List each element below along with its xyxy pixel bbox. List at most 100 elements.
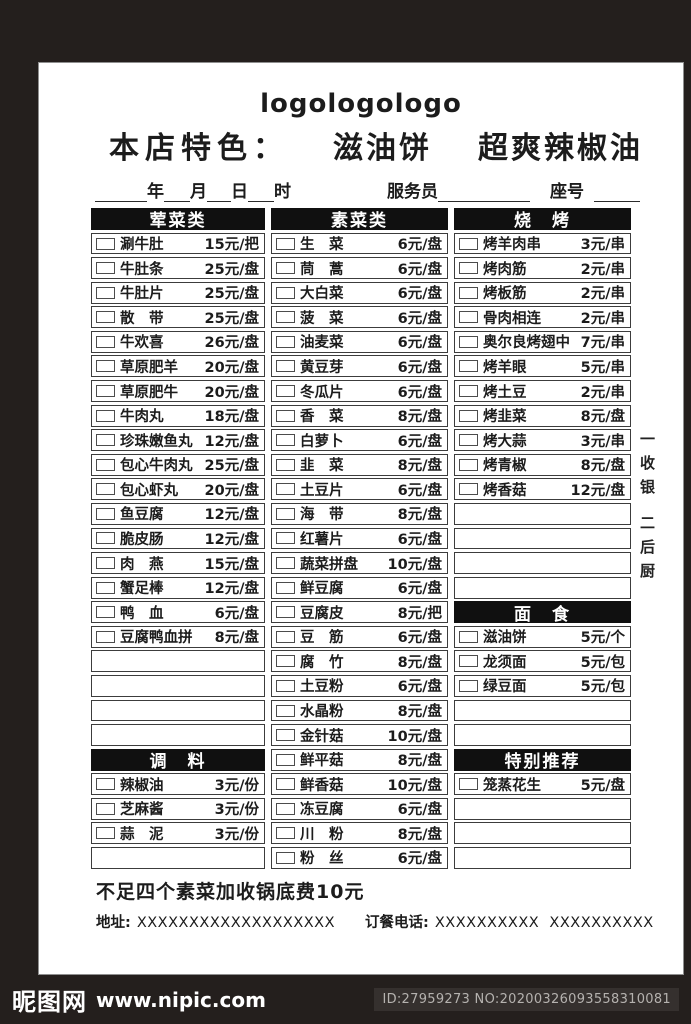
item-checkbox[interactable] [276, 286, 295, 299]
menu-item-row: 烤香菇 12元/盘 [454, 478, 631, 501]
item-checkbox[interactable] [276, 581, 295, 594]
item-checkbox[interactable] [459, 679, 478, 692]
item-checkbox[interactable] [96, 311, 115, 324]
menu-item-row: 红薯片 6元/盘 [271, 527, 448, 550]
item-checkbox[interactable] [276, 557, 295, 570]
dish-name: 蟹足棒 [120, 581, 164, 598]
item-checkbox[interactable] [96, 827, 115, 840]
item-checkbox[interactable] [276, 262, 295, 275]
dish-name: 冻豆腐 [300, 802, 344, 819]
item-checkbox[interactable] [459, 409, 478, 422]
dish-name: 牛肚条 [120, 261, 164, 278]
menu-item-row: 牛肚条 25元/盘 [91, 257, 265, 280]
item-checkbox[interactable] [276, 237, 295, 250]
item-checkbox[interactable] [96, 286, 115, 299]
item-checkbox[interactable] [459, 778, 478, 791]
item-checkbox[interactable] [96, 262, 115, 275]
item-checkbox[interactable] [459, 286, 478, 299]
item-checkbox[interactable] [276, 630, 295, 643]
item-checkbox[interactable] [276, 384, 295, 397]
empty-row [454, 822, 631, 845]
menu-item-row: 海 带 8元/盘 [271, 502, 448, 525]
item-checkbox[interactable] [276, 483, 295, 496]
dish-price: 8元/盘 [397, 654, 442, 671]
item-checkbox[interactable] [276, 679, 295, 692]
site-url[interactable]: www.nipic.com [96, 987, 266, 1012]
item-checkbox[interactable] [459, 311, 478, 324]
item-checkbox[interactable] [276, 507, 295, 520]
item-checkbox[interactable] [276, 704, 295, 717]
item-checkbox[interactable] [276, 311, 295, 324]
item-checkbox[interactable] [459, 384, 478, 397]
menu-item-row: 骨肉相连 2元/串 [454, 306, 631, 329]
item-checkbox[interactable] [96, 778, 115, 791]
item-checkbox[interactable] [459, 630, 478, 643]
empty-row [91, 847, 265, 869]
menu-item-row: 菠 菜 6元/盘 [271, 306, 448, 329]
item-checkbox[interactable] [276, 851, 295, 864]
dish-name: 海 带 [300, 507, 344, 524]
feature-label: 本店特色： [109, 131, 289, 166]
item-checkbox[interactable] [276, 729, 295, 742]
dish-name: 烤板筋 [483, 286, 527, 303]
dish-price: 12元/盘 [570, 482, 625, 499]
menu-item-row: 土豆片 6元/盘 [271, 478, 448, 501]
menu-column-bbq: 烧 烤烤羊肉串 3元/串 烤肉筋 2元/串 烤板筋 2元/串 骨肉相连 2元/串 奥尔良烤翅中 7… [454, 208, 631, 869]
item-checkbox[interactable] [459, 237, 478, 250]
dish-name: 辣椒油 [120, 777, 164, 794]
fill-line-hour [248, 184, 274, 202]
item-checkbox[interactable] [96, 557, 115, 570]
item-checkbox[interactable] [96, 458, 115, 471]
item-checkbox[interactable] [276, 335, 295, 348]
item-checkbox[interactable] [96, 606, 115, 619]
item-checkbox[interactable] [459, 458, 478, 471]
item-checkbox[interactable] [96, 335, 115, 348]
item-checkbox[interactable] [96, 237, 115, 250]
item-checkbox[interactable] [276, 532, 295, 545]
dish-price: 5元/个 [580, 630, 625, 647]
item-checkbox[interactable] [459, 483, 478, 496]
item-checkbox[interactable] [276, 827, 295, 840]
menu-item-row: 涮牛肚 15元/把 [91, 232, 265, 255]
menu-item-row: 豆腐皮 8元/把 [271, 601, 448, 624]
item-checkbox[interactable] [459, 434, 478, 447]
dish-name: 土豆片 [300, 482, 344, 499]
menu-item-row: 辣椒油 3元/份 [91, 773, 265, 796]
dish-price: 2元/串 [580, 286, 625, 303]
item-checkbox[interactable] [96, 409, 115, 422]
dish-name: 鲜平菇 [300, 753, 344, 770]
item-checkbox[interactable] [96, 483, 115, 496]
item-checkbox[interactable] [96, 507, 115, 520]
dish-price: 26元/盘 [204, 335, 259, 352]
item-checkbox[interactable] [459, 335, 478, 348]
dish-name: 包心虾丸 [120, 482, 178, 499]
item-checkbox[interactable] [96, 434, 115, 447]
item-checkbox[interactable] [276, 778, 295, 791]
item-checkbox[interactable] [276, 802, 295, 815]
item-checkbox[interactable] [96, 384, 115, 397]
item-checkbox[interactable] [96, 532, 115, 545]
item-checkbox[interactable] [276, 360, 295, 373]
item-checkbox[interactable] [96, 802, 115, 815]
item-checkbox[interactable] [96, 360, 115, 373]
item-checkbox[interactable] [276, 606, 295, 619]
surcharge-note: 不足四个素菜加收锅底费10元 [96, 881, 365, 903]
dish-name: 牛肚片 [120, 286, 164, 303]
item-checkbox[interactable] [276, 434, 295, 447]
dish-price: 3元/份 [214, 826, 259, 843]
menu-item-row: 豆 筋 6元/盘 [271, 625, 448, 648]
dish-price: 15元/盘 [204, 556, 259, 573]
item-checkbox[interactable] [459, 262, 478, 275]
item-checkbox[interactable] [96, 630, 115, 643]
item-checkbox[interactable] [276, 409, 295, 422]
item-checkbox[interactable] [276, 655, 295, 668]
dish-price: 8元/盘 [580, 409, 625, 426]
item-checkbox[interactable] [276, 753, 295, 766]
dish-price: 10元/盘 [387, 728, 442, 745]
item-checkbox[interactable] [459, 655, 478, 668]
item-checkbox[interactable] [96, 581, 115, 594]
item-checkbox[interactable] [459, 360, 478, 373]
menu-item-row: 土豆粉 6元/盘 [271, 674, 448, 697]
item-checkbox[interactable] [276, 458, 295, 471]
